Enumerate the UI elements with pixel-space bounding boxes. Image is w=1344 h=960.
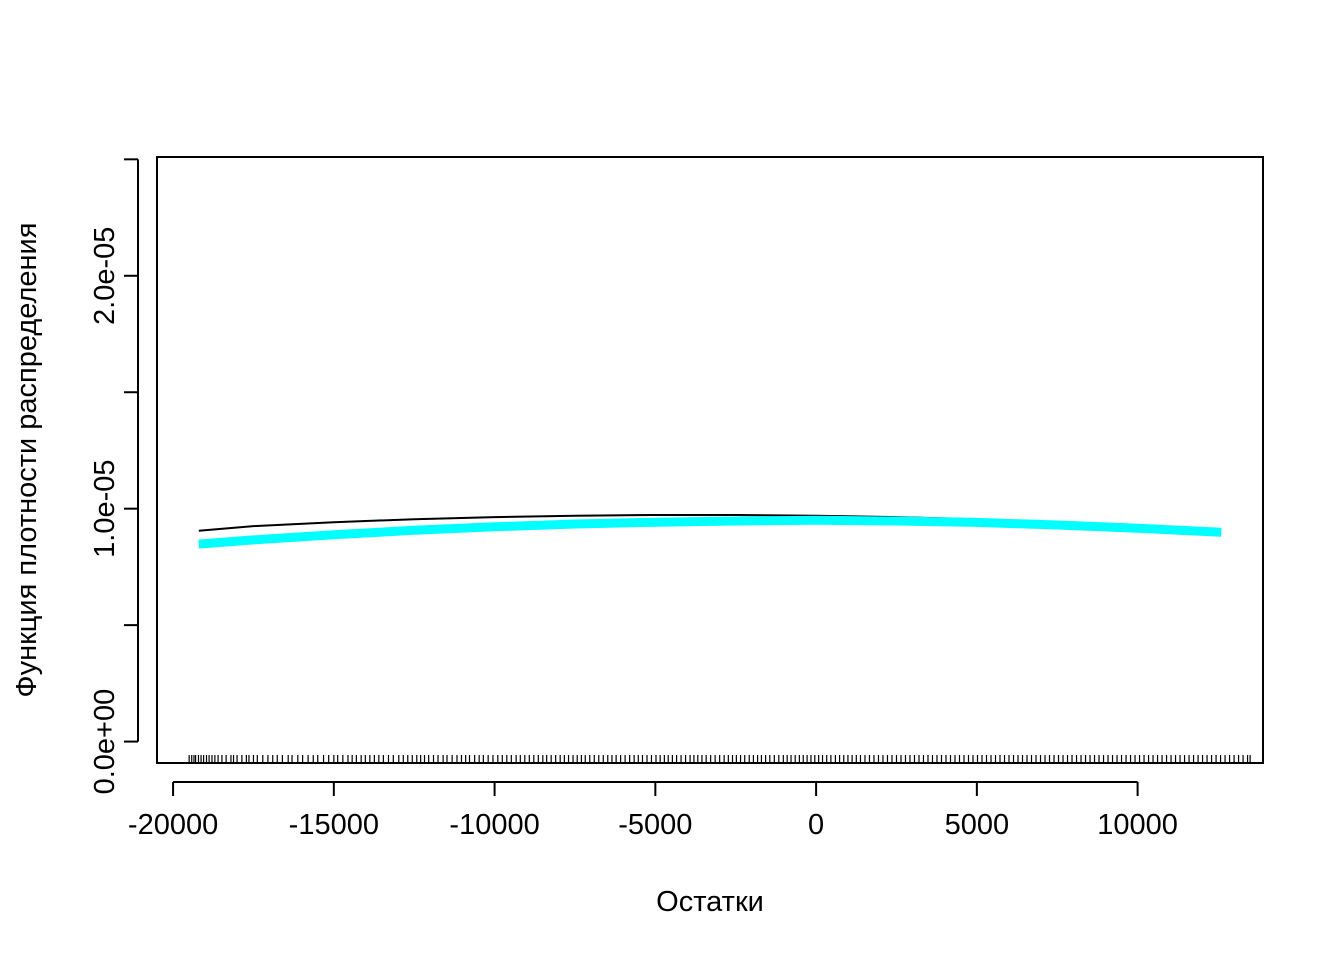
y-tick-label: 1.0e-05 <box>89 460 121 558</box>
y-axis-title: Функция плотности распределения <box>11 223 43 698</box>
density-curves <box>198 514 1222 549</box>
x-axis: -20000 -15000 -10000 -5000 0 5000 10000 <box>128 781 1178 841</box>
y-tick-label: 0.0e+00 <box>89 689 121 795</box>
x-tick-label: -5000 <box>618 809 692 841</box>
y-tick-label: 2.0e-05 <box>89 227 121 325</box>
x-tick-label: -15000 <box>289 809 379 841</box>
x-axis-title: Остатки <box>656 886 764 918</box>
x-tick-label: 5000 <box>945 809 1010 841</box>
density-line-2 <box>198 515 1222 549</box>
y-axis: 0.0e+00 1.0e-05 2.0e-05 <box>89 158 139 795</box>
x-tick-label: -20000 <box>128 809 218 841</box>
x-tick-label: -10000 <box>449 809 539 841</box>
x-tick-label: 0 <box>808 809 824 841</box>
rug-marks <box>188 755 1251 763</box>
x-tick-label: 10000 <box>1097 809 1178 841</box>
plot-frame <box>156 156 1264 764</box>
